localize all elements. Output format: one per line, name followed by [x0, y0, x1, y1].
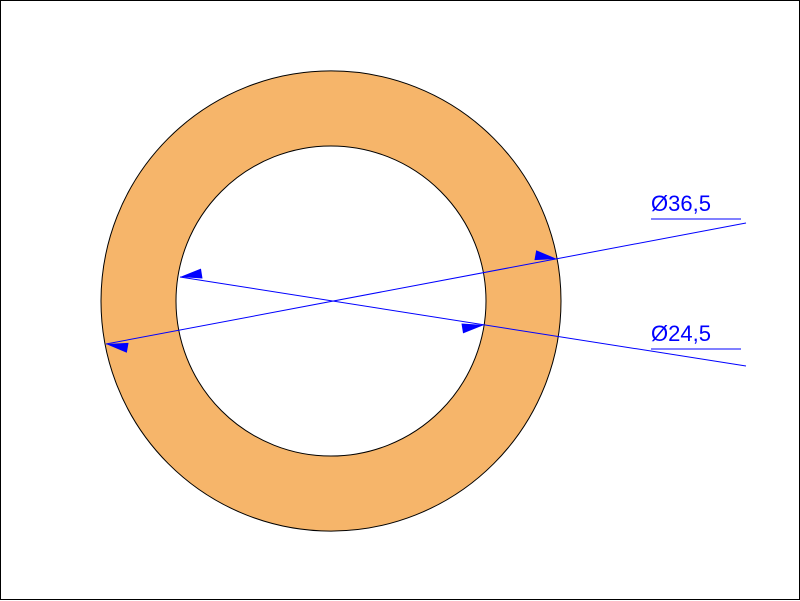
- outer-diameter-label: Ø36,5: [651, 191, 711, 217]
- outer-diameter-dimension: [106, 219, 746, 353]
- drawing-svg: [1, 1, 800, 601]
- drawing-canvas: Ø36,5 Ø24,5: [0, 0, 800, 600]
- inner-diameter-dimension: [180, 269, 746, 366]
- inner-diameter-label: Ø24,5: [651, 321, 711, 347]
